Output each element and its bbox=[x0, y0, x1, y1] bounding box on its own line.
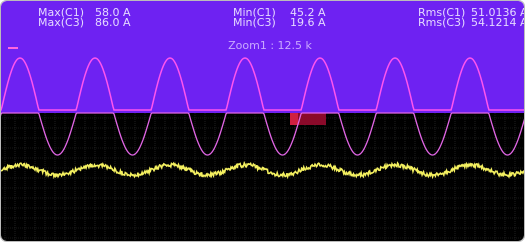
main-panel bbox=[0, 113, 525, 242]
channel-marker bbox=[8, 47, 18, 49]
measurement-value: 19.6 A bbox=[290, 16, 326, 29]
measurement-label: Min(C3) bbox=[233, 16, 276, 29]
page: Zoom1 : 12.5 k Max(C1)58.0 AMax(C3)86.0 … bbox=[0, 0, 525, 246]
measurement-label: Max(C3) bbox=[38, 16, 84, 29]
measurement-value: 86.0 A bbox=[95, 16, 131, 29]
measurement-value: 54.1214 A bbox=[471, 16, 525, 29]
zoom-label: Zoom1 : 12.5 k bbox=[228, 39, 312, 52]
measurement-label: Rms(C3) bbox=[418, 16, 465, 29]
zoom-window-edge bbox=[290, 113, 298, 125]
scope-screen: Zoom1 : 12.5 k Max(C1)58.0 AMax(C3)86.0 … bbox=[0, 0, 525, 242]
